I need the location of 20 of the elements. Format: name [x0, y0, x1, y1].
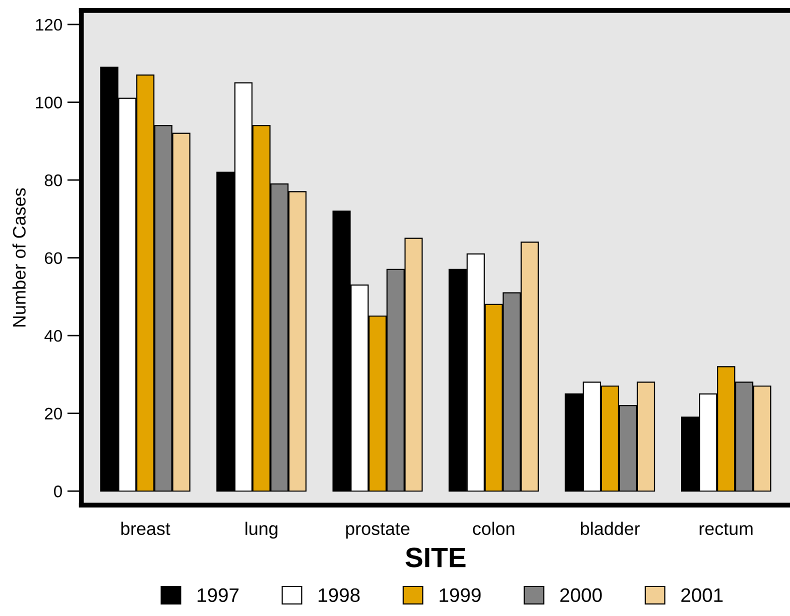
legend-label: 1998 — [318, 588, 360, 602]
legend-label: 2000 — [560, 588, 602, 602]
y-tick-label: 40 — [44, 330, 62, 342]
y-tick-label: 120 — [36, 18, 62, 31]
x-tick-label: rectum — [700, 523, 753, 536]
y-tick-label: 60 — [44, 252, 62, 264]
y-axis-title: Number of Cases — [12, 188, 26, 327]
y-tick-label: 20 — [44, 408, 62, 420]
x-tick-label: prostate — [346, 523, 410, 539]
legend-label: 1999 — [440, 588, 481, 602]
legend-label: 1997 — [198, 588, 238, 602]
y-tick-label: 0 — [54, 486, 62, 498]
x-tick-label: breast — [121, 522, 170, 536]
x-tick-label: lung — [246, 522, 278, 539]
y-tick-label: 100 — [36, 96, 62, 108]
y-tick-label: 80 — [44, 174, 62, 186]
x-tick-label: colon — [472, 522, 514, 536]
legend-label: 2001 — [681, 588, 723, 602]
x-axis-title: SITE — [406, 548, 466, 568]
x-tick-label: bladder — [580, 522, 640, 536]
